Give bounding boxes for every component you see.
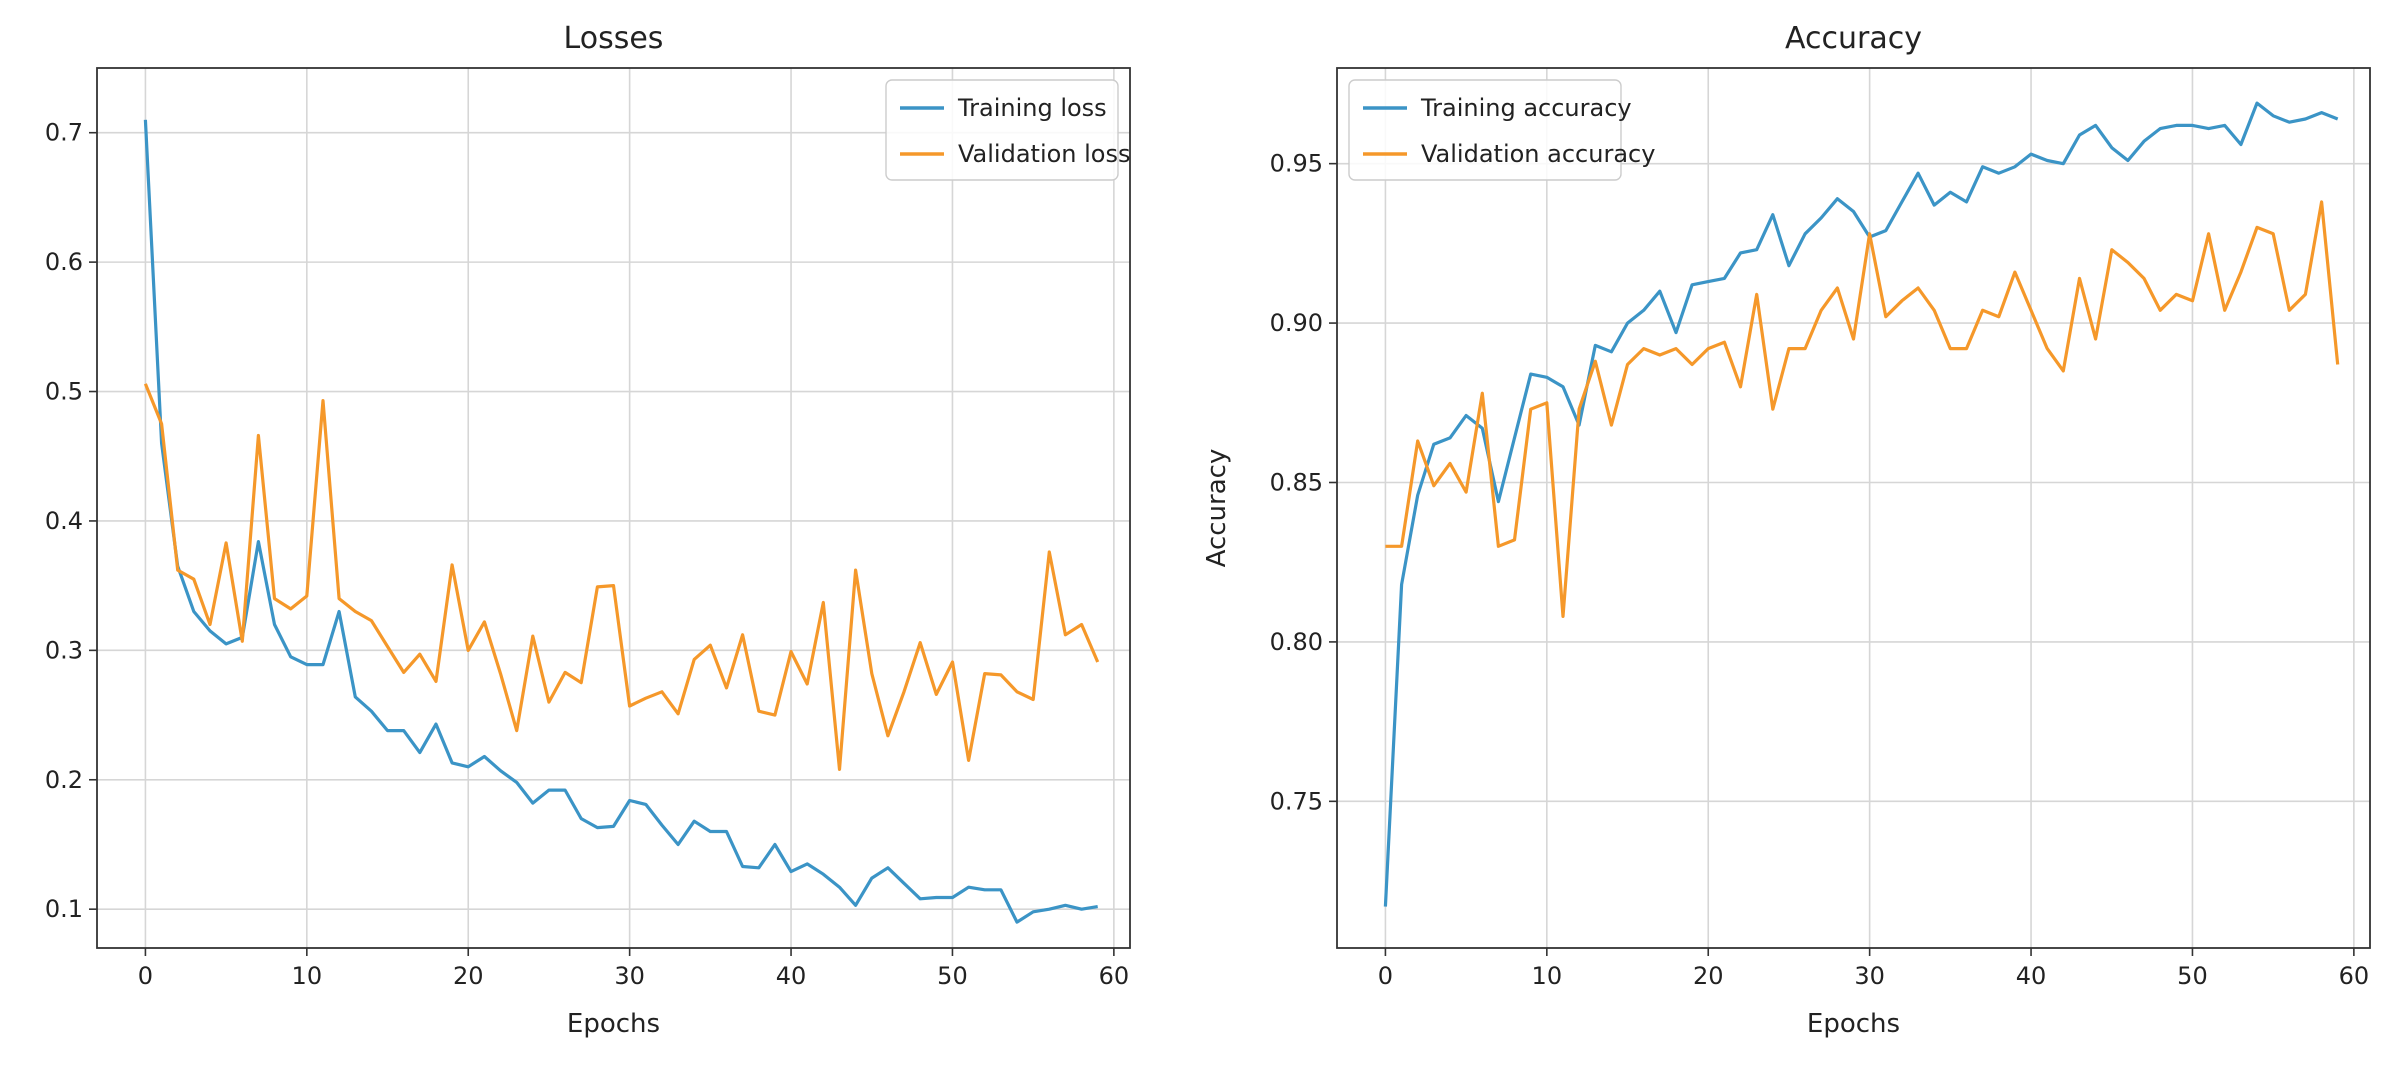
y-tick-label: 0.6 xyxy=(45,248,83,276)
x-tick-label: 10 xyxy=(1532,962,1563,990)
x-tick-label: 0 xyxy=(1378,962,1393,990)
chart-title: Accuracy xyxy=(1785,21,1922,56)
accuracy-chart: 0 10 20 30 40 50 60 0.75 0.80 0.85 0.90 0.95 Accurac… xyxy=(1202,21,2371,1039)
legend-entry: Validation loss xyxy=(958,140,1131,168)
y-tick-label: 0.3 xyxy=(45,636,83,664)
series-line-validation-loss xyxy=(143,383,1100,772)
x-tick-label: 40 xyxy=(2016,962,2047,990)
x-tick-label: 0 xyxy=(138,962,153,990)
x-tick-label: 30 xyxy=(614,962,645,990)
plot-area xyxy=(97,68,1130,948)
legend: Training accuracy Validation accuracy xyxy=(1348,79,1655,181)
x-axis-label: Epochs xyxy=(567,1009,660,1039)
axes-frame xyxy=(1336,67,2371,949)
y-tick-label: 0.1 xyxy=(45,895,83,923)
y-tick-label: 0.85 xyxy=(1270,468,1323,496)
y-axis-label: Accuracy xyxy=(1202,449,1232,568)
legend-entry: Training accuracy xyxy=(1420,94,1632,122)
axes-frame xyxy=(96,67,1131,949)
series-line-training-loss xyxy=(143,119,1098,924)
x-tick-label: 20 xyxy=(453,962,484,990)
y-tick-label: 0.75 xyxy=(1270,787,1323,815)
series-line-validation-accuracy xyxy=(1385,200,2340,619)
y-tick-label: 0.90 xyxy=(1270,309,1323,337)
x-axis-label: Epochs xyxy=(1807,1009,1900,1039)
series-line-training-accuracy xyxy=(1383,101,2339,907)
legend-entry: Validation accuracy xyxy=(1421,140,1655,168)
y-tick-label: 0.95 xyxy=(1270,150,1323,178)
y-tick-label: 0.2 xyxy=(45,766,83,794)
legend-entry: Training loss xyxy=(957,94,1107,122)
y-tick-label: 0.80 xyxy=(1270,628,1323,656)
x-tick-label: 60 xyxy=(1099,962,1130,990)
x-tick-label: 30 xyxy=(1854,962,1885,990)
x-tick-label: 50 xyxy=(2177,962,2208,990)
x-tick-label: 60 xyxy=(2339,962,2370,990)
legend-box xyxy=(1348,79,1622,181)
y-tick-label: 0.5 xyxy=(45,378,83,406)
plot-area xyxy=(1337,68,2370,948)
y-tick-label: 0.7 xyxy=(45,119,83,147)
x-tick-label: 50 xyxy=(937,962,968,990)
y-tick-label: 0.4 xyxy=(45,507,83,535)
x-tick-label: 20 xyxy=(1693,962,1724,990)
x-tick-label: 40 xyxy=(776,962,807,990)
x-tick-label: 10 xyxy=(292,962,323,990)
chart-title: Losses xyxy=(564,21,664,56)
losses-chart: 0 10 20 30 40 50 60 0.1 0.2 0.3 0.4 0.5 0.6 0.7 Losses… xyxy=(45,21,1131,1039)
legend: Training loss Validation loss xyxy=(885,79,1131,181)
